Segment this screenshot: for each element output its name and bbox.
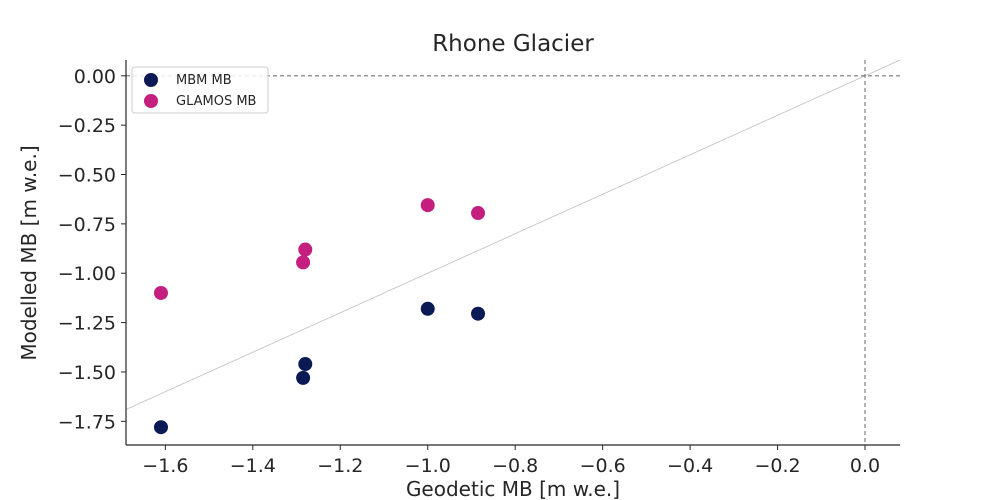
y-tick-label: −1.25: [58, 313, 116, 335]
x-tick-label: −0.4: [667, 455, 713, 477]
y-tick-label: −1.75: [58, 411, 116, 433]
one-to-one-line: [125, 59, 901, 410]
data-point-mbm: [471, 306, 486, 321]
reference-lines: [125, 59, 901, 445]
y-tick-label: −0.25: [58, 115, 116, 137]
x-tick-label: −0.2: [754, 455, 800, 477]
x-tick-label: −0.6: [580, 455, 626, 477]
x-axis-ticks: −1.6 −1.4 −1.2 −1.0 −0.8 −0.6 −0.4 −0.2 0.0: [142, 445, 880, 477]
legend-label-mbm: MBM MB: [176, 73, 232, 88]
x-tick-label: −1.0: [405, 455, 451, 477]
y-tick-label: −0.75: [58, 214, 116, 236]
x-axis-title: Geodetic MB [m w.e.]: [406, 477, 620, 500]
data-point-mbm: [296, 370, 311, 385]
legend-marker-mbm: [144, 73, 158, 87]
data-point-glamos: [153, 285, 168, 300]
y-axis-title: Modelled MB [m w.e.]: [17, 145, 41, 360]
y-tick-label: −1.00: [58, 263, 116, 285]
x-tick-label: −1.6: [142, 455, 188, 477]
data-point-mbm: [420, 301, 435, 316]
x-tick-label: −1.2: [317, 455, 363, 477]
y-tick-label: 0.00: [74, 66, 116, 88]
axes: [125, 60, 900, 446]
y-tick-label: −0.50: [58, 165, 116, 187]
data-points: [153, 198, 486, 435]
legend-frame: [131, 66, 269, 114]
data-point-mbm: [298, 357, 313, 372]
data-point-glamos: [296, 255, 311, 270]
chart-title: Rhone Glacier: [432, 31, 594, 57]
data-point-glamos: [298, 242, 313, 257]
legend-label-glamos: GLAMOS MB: [176, 94, 256, 109]
data-point-glamos: [471, 206, 486, 221]
x-tick-label: 0.0: [850, 455, 880, 477]
legend: MBM MB GLAMOS MB: [131, 66, 269, 114]
x-tick-label: −0.8: [492, 455, 538, 477]
legend-marker-glamos: [144, 94, 158, 108]
y-tick-label: −1.50: [58, 362, 116, 384]
data-point-glamos: [420, 198, 435, 213]
x-tick-label: −1.4: [230, 455, 276, 477]
y-axis-ticks: 0.00 −0.25 −0.50 −0.75 −1.00 −1.25 −1.50 −1.75: [58, 66, 126, 433]
data-point-mbm: [153, 420, 168, 435]
